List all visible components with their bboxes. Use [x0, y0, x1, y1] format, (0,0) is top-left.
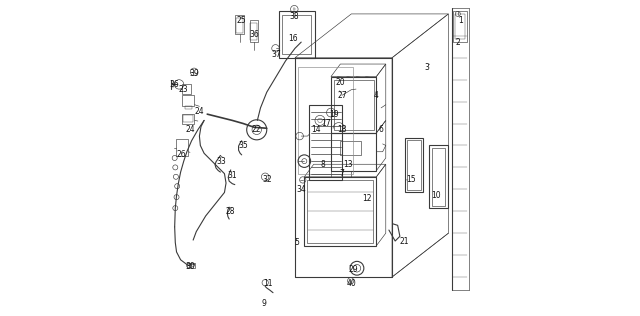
Text: 38: 38: [289, 12, 299, 21]
Text: 2: 2: [456, 38, 460, 46]
Text: 18: 18: [337, 125, 347, 134]
Text: 24: 24: [185, 125, 195, 134]
Text: 16: 16: [289, 34, 298, 44]
Text: 36: 36: [170, 80, 179, 89]
Text: 21: 21: [400, 236, 410, 246]
Text: 5: 5: [294, 238, 299, 247]
Text: 11: 11: [264, 279, 273, 288]
Text: 32: 32: [262, 175, 271, 185]
Text: 26: 26: [177, 150, 186, 159]
Text: 7: 7: [339, 169, 344, 178]
Text: 15: 15: [406, 175, 415, 185]
Text: 20: 20: [335, 78, 345, 87]
Text: 6: 6: [379, 125, 383, 134]
Text: 40: 40: [346, 279, 356, 289]
Text: 9: 9: [261, 299, 266, 308]
Text: 22: 22: [251, 125, 260, 134]
Text: 34: 34: [296, 185, 306, 194]
Text: 8: 8: [321, 160, 326, 169]
Text: 4: 4: [374, 91, 379, 100]
Text: 24: 24: [195, 106, 204, 116]
Text: 14: 14: [311, 125, 321, 134]
Text: 17: 17: [321, 119, 331, 128]
Text: 39: 39: [189, 69, 199, 78]
Text: 28: 28: [226, 207, 236, 216]
Text: 36: 36: [250, 30, 259, 39]
Text: 23: 23: [179, 85, 188, 94]
Text: 13: 13: [344, 160, 353, 169]
Text: 10: 10: [431, 191, 441, 200]
Text: 3: 3: [424, 63, 429, 72]
Text: 31: 31: [227, 171, 237, 180]
Text: 25: 25: [236, 16, 246, 25]
Text: 27: 27: [337, 91, 347, 100]
Text: 1: 1: [458, 16, 463, 25]
Text: 33: 33: [216, 157, 226, 166]
Text: 12: 12: [362, 194, 372, 203]
Text: 29: 29: [348, 265, 358, 274]
Text: 30: 30: [185, 262, 195, 270]
Text: 19: 19: [330, 110, 339, 118]
Text: 37: 37: [271, 50, 281, 59]
Text: 35: 35: [238, 141, 248, 150]
